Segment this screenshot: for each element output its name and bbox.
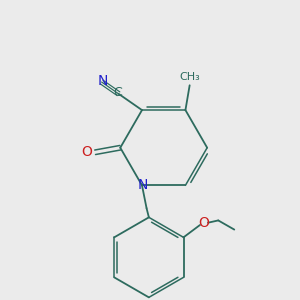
Text: O: O — [82, 145, 93, 159]
Text: O: O — [198, 216, 209, 230]
Text: N: N — [137, 178, 148, 192]
Text: CH₃: CH₃ — [179, 72, 200, 82]
Text: N: N — [98, 74, 108, 88]
Text: C: C — [113, 86, 122, 99]
